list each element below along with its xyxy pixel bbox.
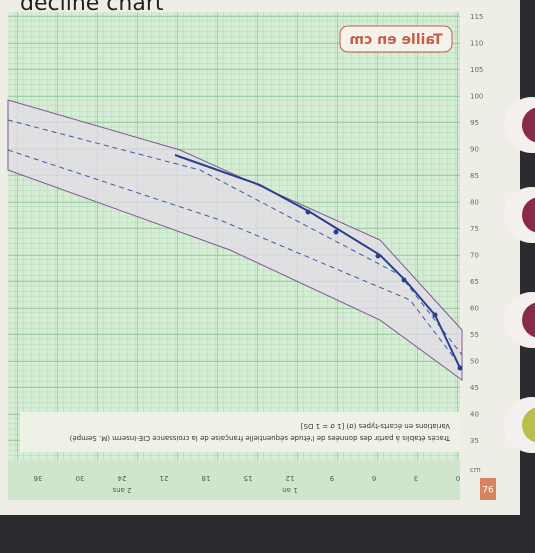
y-tick-label: 85	[470, 172, 479, 180]
y-tick-label: 95	[470, 119, 479, 127]
x-unit-label: 1 an	[282, 486, 297, 494]
y-tick-label: 115	[470, 13, 483, 21]
y-tick-label: 60	[470, 305, 479, 313]
x-tick-label: 36	[33, 474, 42, 482]
footnote-line: Variations en écarts-types (σ) [1 σ = 1 …	[301, 422, 450, 430]
x-tick-label: 18	[202, 474, 211, 482]
x-tick-label: 9	[330, 474, 334, 482]
y-tick-label: 70	[470, 252, 479, 260]
x-tick-label: 15	[244, 474, 253, 482]
x-tick-label: 30	[76, 474, 85, 482]
footnote-line: Tracés établis à partir des données de l…	[69, 434, 451, 442]
y-tick-label: 80	[470, 199, 479, 207]
photo: Taille en cm decline chart Tracés établi…	[0, 0, 535, 553]
chart-label: Taille en cm	[349, 32, 442, 48]
y-tick-label: 100	[470, 93, 483, 101]
y-tick-label: 65	[470, 278, 479, 286]
x-tick-label: 21	[160, 474, 169, 482]
x-tick-label: 0	[456, 474, 460, 482]
x-tick-label: 6	[371, 474, 376, 482]
x-tick-label: 24	[117, 474, 126, 482]
y-tick-label: 50	[470, 358, 479, 366]
y-tick-label: 35	[470, 437, 479, 445]
page: Taille en cm decline chart Tracés établi…	[0, 0, 535, 553]
y-tick-label: 55	[470, 331, 479, 339]
y-tick-label: 45	[470, 384, 479, 392]
y-tick-label: 105	[470, 66, 483, 74]
y-unit: cm	[470, 466, 481, 474]
page-number: 76	[482, 486, 494, 496]
y-tick-label: 40	[470, 411, 479, 419]
y-tick-label: 75	[470, 225, 479, 233]
y-tick-label: 90	[470, 146, 479, 154]
footnote-box	[20, 412, 460, 452]
x-tick-label: 3	[414, 474, 418, 482]
x-tick-label: 12	[286, 474, 295, 482]
x-unit-label: 2 ans	[112, 486, 131, 494]
title: decline chart	[20, 0, 164, 16]
y-tick-label: 110	[470, 40, 483, 48]
table-edge	[0, 515, 535, 553]
